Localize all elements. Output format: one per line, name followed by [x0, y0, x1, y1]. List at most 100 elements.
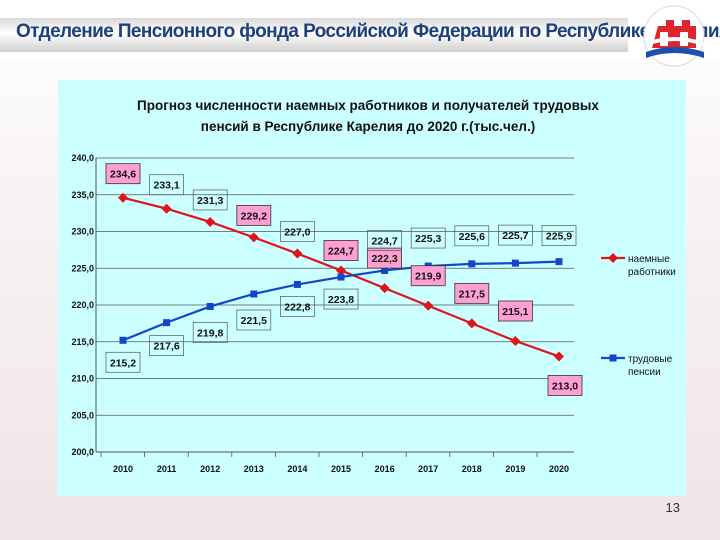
data-label-text: 233,1 — [153, 180, 179, 192]
y-tick-label: 200,0 — [71, 447, 94, 457]
data-label-workers: 215,1 — [497, 300, 533, 322]
data-label-box — [236, 309, 272, 331]
data-label-box — [541, 225, 577, 246]
legend-marker — [609, 354, 617, 362]
x-tick-label: 2019 — [505, 464, 525, 474]
legend-label: работники — [628, 266, 676, 278]
marker-pensions — [163, 319, 171, 327]
x-tick-label: 2018 — [462, 464, 482, 474]
data-label-box — [454, 282, 490, 304]
data-label-text: 224,7 — [371, 235, 397, 247]
data-label-text: 222,3 — [371, 253, 397, 265]
data-label-pensions: 225,9 — [541, 225, 577, 246]
data-label-text: 229,2 — [241, 210, 267, 222]
data-label-text: 225,7 — [502, 230, 528, 242]
x-tick-label: 2011 — [157, 464, 177, 474]
marker-workers — [510, 336, 521, 347]
y-tick-label: 230,0 — [71, 227, 94, 237]
marker-pensions — [468, 260, 476, 268]
data-label-text: 227,0 — [284, 227, 310, 239]
marker-pensions — [119, 336, 127, 344]
data-label-box — [192, 322, 228, 343]
marker-workers — [336, 265, 346, 276]
marker-pensions — [381, 266, 389, 274]
y-tick-label: 220,0 — [71, 300, 94, 310]
marker-workers — [248, 232, 259, 243]
data-label-box — [280, 296, 315, 317]
data-label-workers: 229,2 — [236, 204, 272, 226]
x-tick-label: 2010 — [113, 464, 133, 474]
data-label-box — [410, 227, 446, 249]
chart-title-line: Прогноз численности наемных работников и… — [137, 98, 599, 113]
data-label-box — [454, 225, 490, 247]
marker-workers — [466, 318, 477, 329]
data-label-pensions: 222,8 — [280, 296, 315, 317]
y-tick-label: 235,0 — [71, 190, 94, 200]
marker-pensions — [555, 258, 563, 266]
data-label-box — [149, 335, 184, 356]
x-tick-label: 2012 — [200, 464, 220, 474]
data-label-workers: 222,3 — [367, 247, 403, 269]
data-label-text: 219,9 — [415, 271, 441, 283]
marker-pensions — [293, 280, 301, 288]
chart-title-line: пенсий в Республике Карелия до 2020 г.(т… — [201, 119, 535, 134]
legend-marker — [608, 253, 618, 263]
data-label-workers: 217,5 — [454, 282, 490, 304]
marker-workers — [205, 216, 216, 227]
data-label-text: 215,2 — [110, 357, 136, 369]
x-tick-label: 2015 — [331, 464, 351, 474]
marker-pensions — [511, 259, 519, 267]
data-label-box — [323, 288, 359, 310]
x-tick-label: 2016 — [375, 464, 395, 474]
y-tick-label: 225,0 — [71, 263, 94, 273]
marker-workers — [161, 203, 172, 214]
data-label-box — [547, 375, 583, 396]
data-label-pensions: 225,3 — [410, 227, 446, 249]
marker-pensions — [206, 302, 214, 310]
data-label-box — [236, 204, 272, 226]
y-tick-label: 205,0 — [71, 410, 94, 420]
data-label-workers: 234,6 — [105, 163, 141, 185]
data-label-text: 221,5 — [241, 315, 267, 327]
data-label-pensions: 223,8 — [323, 288, 359, 310]
data-label-workers: 213,0 — [547, 375, 583, 396]
data-label-box — [497, 300, 533, 322]
chart-svg: Прогноз численности наемных работников и… — [71, 98, 676, 474]
marker-workers — [118, 192, 128, 203]
data-label-box — [280, 221, 315, 242]
data-label-text: 222,8 — [284, 301, 310, 313]
data-label-text: 217,6 — [153, 341, 179, 353]
data-label-text: 224,7 — [328, 245, 354, 257]
data-label-text: 219,8 — [197, 327, 223, 339]
y-tick-label: 240,0 — [71, 153, 94, 163]
data-label-text: 225,9 — [546, 231, 572, 243]
data-label-text: 223,8 — [328, 294, 354, 306]
data-label-pensions: 221,5 — [236, 309, 272, 331]
marker-workers — [292, 248, 303, 259]
data-label-text: 217,5 — [459, 288, 485, 300]
data-label-text: 231,3 — [197, 195, 223, 207]
data-label-pensions: 224,7 — [367, 230, 402, 251]
data-label-box — [105, 163, 141, 185]
header-strip — [0, 18, 628, 52]
header-title: Отделение Пенсионного фонда Российской Ф… — [16, 21, 720, 42]
data-label-pensions: 217,6 — [149, 335, 184, 356]
marker-workers — [423, 300, 434, 311]
data-label-pensions: 225,6 — [454, 225, 490, 247]
data-label-box — [192, 189, 228, 211]
chart-panel: Прогноз численности наемных работников и… — [58, 80, 686, 496]
y-tick-label: 210,0 — [71, 374, 94, 384]
data-label-workers: 219,9 — [410, 265, 446, 287]
x-tick-label: 2017 — [418, 464, 438, 474]
marker-workers — [554, 351, 564, 362]
data-label-text: 225,6 — [459, 231, 485, 243]
x-tick-label: 2013 — [244, 464, 264, 474]
data-label-workers: 231,3 — [192, 189, 228, 211]
y-tick-label: 215,0 — [71, 337, 94, 347]
data-label-box — [367, 230, 402, 251]
data-label-box — [410, 265, 446, 287]
legend-label: наемные — [628, 254, 670, 265]
marker-pensions — [337, 273, 345, 281]
data-label-workers: 224,7 — [323, 240, 359, 261]
x-tick-label: 2020 — [549, 464, 569, 474]
